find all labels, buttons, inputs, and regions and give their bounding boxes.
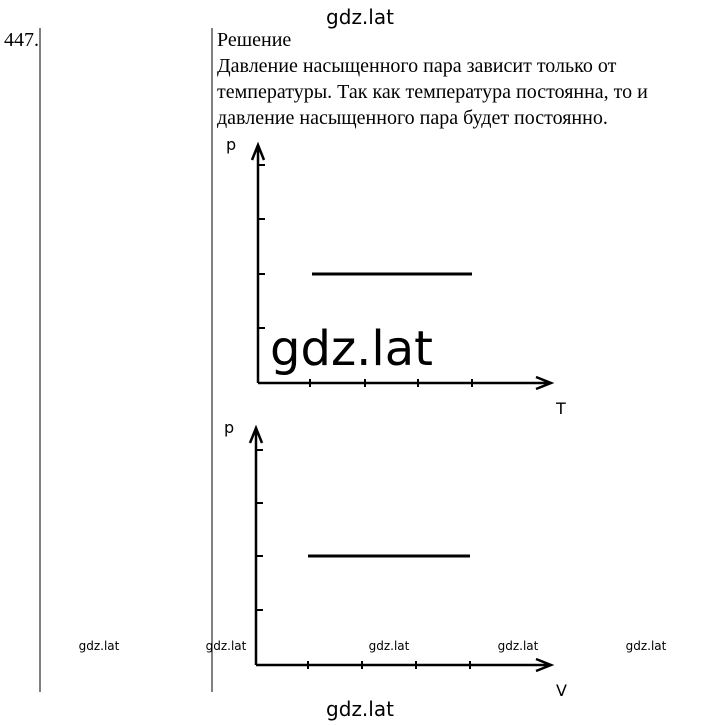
watermark: gdz.lat — [79, 639, 120, 653]
heading: Решение — [217, 29, 291, 51]
problem-number: 447. — [4, 29, 39, 51]
watermark: gdz.lat — [626, 639, 667, 653]
ticks — [258, 164, 473, 387]
text-line: температуры. Так как температура постоян… — [217, 81, 648, 103]
watermark: gdz.lat — [498, 639, 539, 653]
axis-label: p — [224, 418, 234, 437]
watermark: gdz.lat — [326, 5, 394, 29]
graph: p V — [224, 418, 567, 700]
axis-label: T — [555, 399, 566, 418]
ticks — [256, 449, 471, 669]
axis-label: p — [226, 135, 236, 154]
watermark: gdz.lat — [369, 639, 410, 653]
watermark: gdz.lat — [206, 639, 247, 653]
graph: p T — [226, 135, 566, 418]
axes — [248, 424, 555, 673]
axes — [250, 141, 555, 391]
watermark: gdz.lat — [326, 697, 394, 721]
text-line: давление насыщенного пара будет постоянн… — [217, 107, 608, 129]
text-line: Давление насыщенного пара зависит только… — [217, 55, 617, 77]
axis-label: V — [556, 681, 567, 700]
watermark-large: gdz.lat — [270, 321, 433, 377]
